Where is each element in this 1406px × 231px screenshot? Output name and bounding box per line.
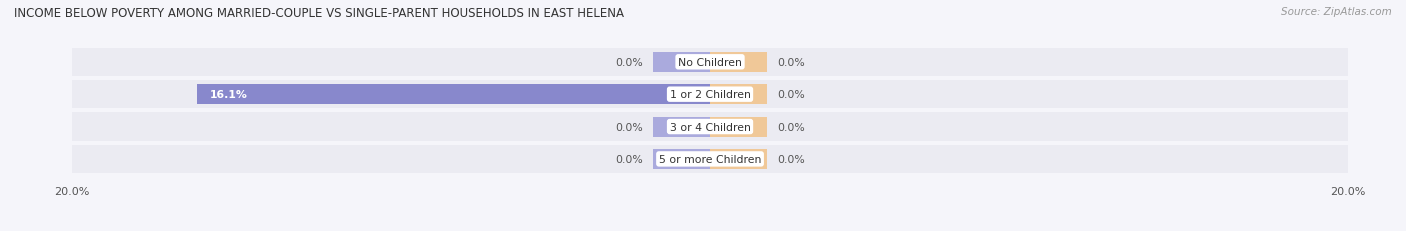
Text: 0.0%: 0.0% (616, 58, 643, 67)
Bar (710, 85, 768, 105)
Text: 16.1%: 16.1% (209, 90, 247, 100)
Bar (710, 113, 1348, 141)
Bar (72, 113, 710, 141)
Text: 0.0%: 0.0% (616, 122, 643, 132)
Text: 5 or more Children: 5 or more Children (659, 154, 761, 164)
Bar (652, 52, 710, 73)
Text: 0.0%: 0.0% (778, 58, 804, 67)
Text: 0.0%: 0.0% (778, 90, 804, 100)
Text: 3 or 4 Children: 3 or 4 Children (669, 122, 751, 132)
Bar (652, 149, 710, 169)
Text: 1 or 2 Children: 1 or 2 Children (669, 90, 751, 100)
Text: No Children: No Children (678, 58, 742, 67)
Bar (710, 117, 768, 137)
Bar (72, 145, 710, 173)
Bar (710, 49, 1348, 76)
Text: 0.0%: 0.0% (778, 154, 804, 164)
Bar (72, 49, 710, 76)
Bar (710, 81, 1348, 109)
Bar (710, 52, 768, 73)
Bar (710, 149, 768, 169)
Bar (710, 145, 1348, 173)
Bar (197, 85, 710, 105)
Text: Source: ZipAtlas.com: Source: ZipAtlas.com (1281, 7, 1392, 17)
Text: 0.0%: 0.0% (616, 154, 643, 164)
Text: 0.0%: 0.0% (778, 122, 804, 132)
Bar (72, 81, 710, 109)
Text: INCOME BELOW POVERTY AMONG MARRIED-COUPLE VS SINGLE-PARENT HOUSEHOLDS IN EAST HE: INCOME BELOW POVERTY AMONG MARRIED-COUPL… (14, 7, 624, 20)
Bar (652, 117, 710, 137)
